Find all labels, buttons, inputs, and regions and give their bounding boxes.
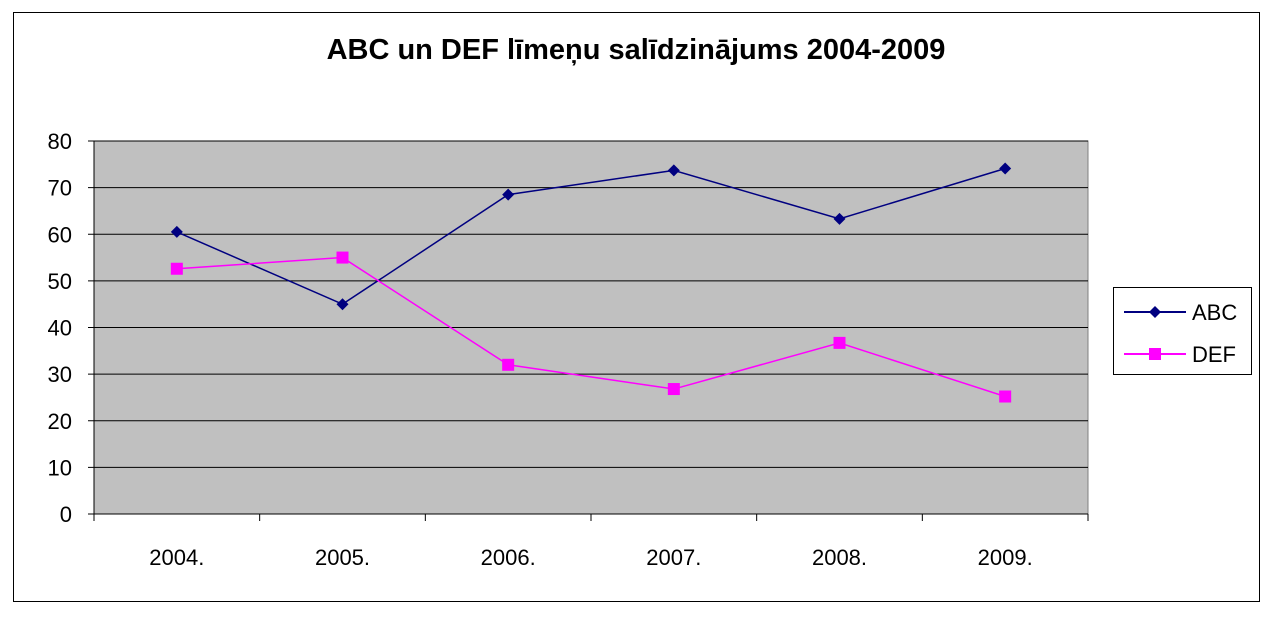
data-point-def [336, 251, 349, 264]
x-tick-label: 2008. [812, 545, 867, 570]
y-tick-label: 70 [48, 176, 72, 201]
data-point-abc [833, 212, 846, 225]
legend-swatch-abc [1124, 306, 1186, 318]
data-point-def [170, 262, 183, 275]
chart-title: ABC un DEF līmeņu salīdzinājums 2004-200… [326, 34, 946, 66]
x-tick-label: 2009. [978, 545, 1033, 570]
legend-label-def: DEF [1192, 342, 1236, 367]
legend-item-abc: ABC [1114, 292, 1253, 332]
series-line-def [176, 256, 1006, 398]
data-point-abc [502, 188, 515, 201]
data-point-def [833, 336, 846, 349]
legend-swatch-def [1124, 348, 1186, 360]
data-point-abc [170, 225, 183, 238]
x-tick-label: 2004. [149, 545, 204, 570]
y-tick-label: 30 [48, 362, 72, 387]
y-tick-label: 10 [48, 455, 72, 480]
legend-item-def: DEF [1114, 334, 1253, 374]
y-tick-label: 0 [60, 502, 72, 527]
data-point-def [667, 383, 680, 396]
y-tick-label: 40 [48, 316, 72, 341]
data-point-def [999, 390, 1012, 403]
x-tick-label: 2005. [315, 545, 370, 570]
y-tick-label: 50 [48, 269, 72, 294]
data-point-abc [999, 162, 1012, 175]
y-tick-label: 80 [48, 129, 72, 154]
series-line-abc [176, 167, 1006, 306]
y-tick-label: 60 [48, 222, 72, 247]
x-tick-label: 2006. [481, 545, 536, 570]
x-tick-label: 2007. [646, 545, 701, 570]
data-point-abc [336, 298, 349, 311]
legend: ABC DEF [1113, 287, 1252, 375]
data-point-abc [667, 164, 680, 177]
data-point-def [502, 358, 515, 371]
y-tick-label: 20 [48, 409, 72, 434]
legend-label-abc: ABC [1192, 300, 1238, 325]
